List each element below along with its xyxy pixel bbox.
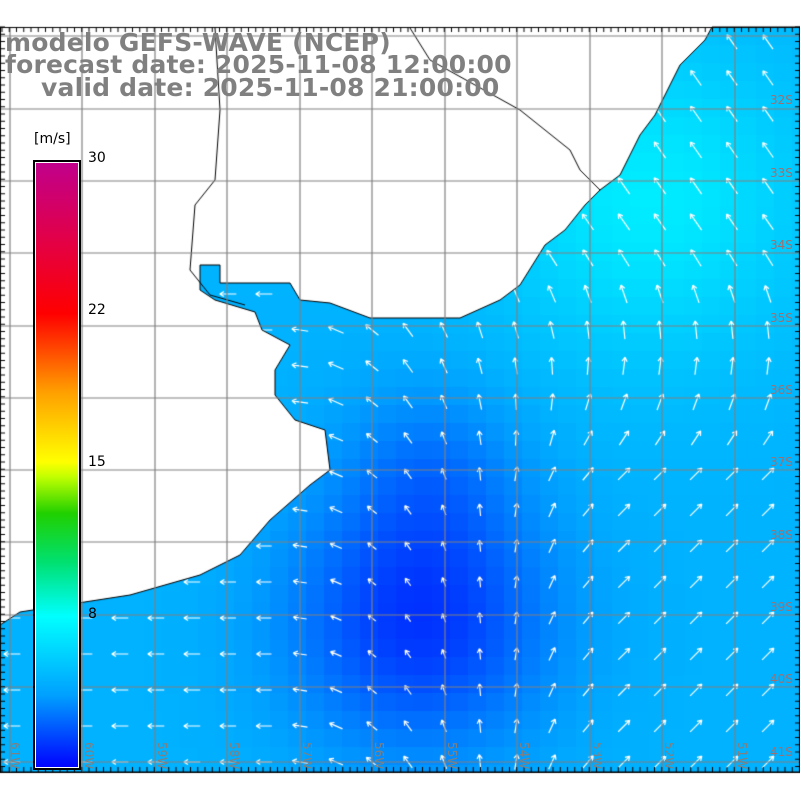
longitude-label: 55W [445, 742, 459, 770]
longitude-label: 61W [8, 742, 22, 770]
colorbar-tick: 30 [88, 150, 106, 166]
longitude-label: 60W [82, 742, 96, 770]
latitude-label: 36S [770, 383, 793, 397]
latitude-label: 40S [770, 672, 793, 686]
latitude-label: 37S [770, 455, 793, 469]
latitude-label: 35S [770, 311, 793, 325]
latitude-label: 39S [770, 600, 793, 614]
latitude-label: 32S [770, 93, 793, 107]
longitude-label: 58W [227, 742, 241, 770]
forecast-date: forecast date: 2025-11-08 12:00:00 [5, 50, 512, 79]
latitude-label: 41S [770, 745, 793, 759]
longitude-label: 57W [300, 742, 314, 770]
colorbar-tick: 22 [88, 302, 106, 318]
longitude-label: 54W [517, 742, 531, 770]
valid-date: valid date: 2025-11-08 21:00:00 [41, 73, 500, 102]
latitude-label: 38S [770, 528, 793, 542]
colorbar [33, 160, 81, 770]
colorbar-unit: [m/s] [34, 131, 71, 147]
latitude-label: 34S [770, 238, 793, 252]
model-title: modelo GEFS-WAVE (NCEP) [5, 28, 391, 57]
longitude-label: 59W [155, 742, 169, 770]
colorbar-tick: 15 [88, 454, 106, 470]
longitude-label: 51W [735, 742, 749, 770]
longitude-label: 53W [590, 742, 604, 770]
colorbar-tick: 8 [88, 606, 97, 622]
latitude-label: 33S [770, 166, 793, 180]
longitude-label: 56W [372, 742, 386, 770]
longitude-label: 52W [662, 742, 676, 770]
